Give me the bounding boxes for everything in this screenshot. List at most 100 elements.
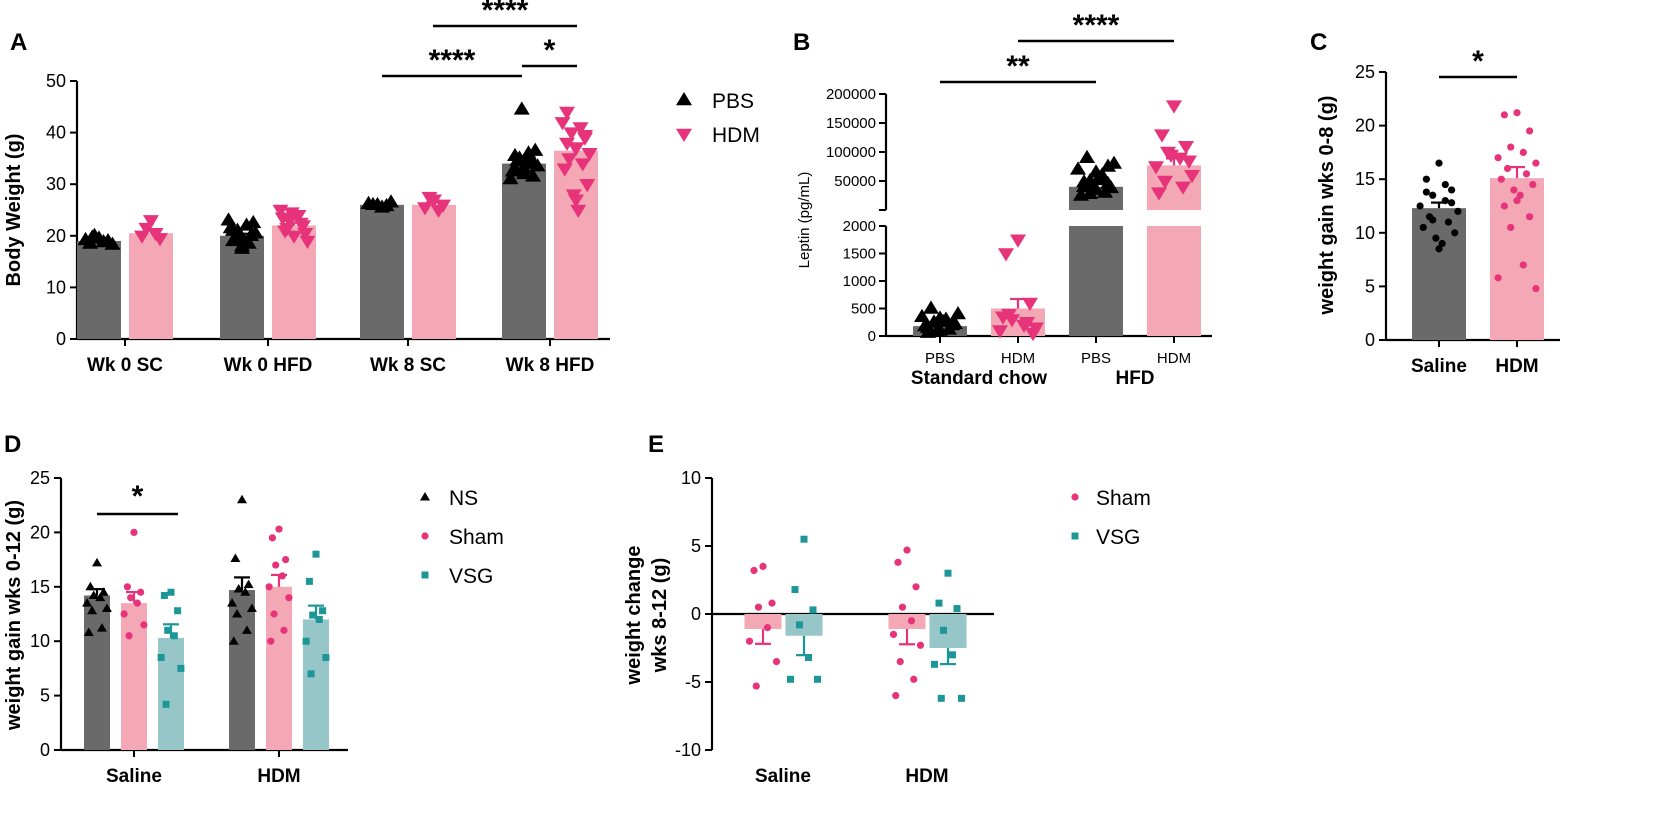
panel-b-y-label: Leptin (pg/mL) — [796, 172, 813, 269]
panel-e-legend-marker — [1071, 493, 1079, 501]
panel-c-point — [1448, 199, 1456, 207]
panel-c-y-tick-label: 5 — [1365, 276, 1375, 296]
panel-b-point — [1079, 149, 1095, 163]
panel-d-point — [282, 556, 290, 564]
panel-e-point — [768, 599, 776, 607]
panel-a-point — [527, 142, 544, 156]
panel-d-point — [125, 632, 133, 640]
panel-c-point — [1507, 223, 1515, 232]
panel-c-point — [1500, 111, 1508, 119]
panel-a-point — [421, 191, 438, 206]
panel-b-y-tick-label: 150000 — [826, 115, 876, 132]
panel-d-point — [140, 621, 148, 629]
panel-b-point — [1025, 328, 1041, 342]
panel-a-bar — [360, 204, 404, 339]
panel-b-bar — [1147, 226, 1201, 336]
panel-b-point — [914, 308, 930, 322]
panel-a-legend-marker — [676, 92, 692, 106]
panel-e-y-tick-label: 10 — [681, 468, 701, 488]
panel-d-legend-label: Sham — [449, 526, 504, 549]
panel-b-point — [1181, 155, 1197, 169]
panel-e-point — [805, 654, 812, 662]
panel-e-point — [935, 599, 943, 607]
panel-c-point — [1451, 229, 1459, 237]
panel-e-label: E — [648, 431, 664, 458]
panel-a-point — [299, 235, 316, 249]
panel-b-y-tick-label: 100000 — [826, 144, 876, 161]
panel-a-y-label: Body Weight (g) — [3, 134, 25, 287]
panel-d-point — [233, 583, 244, 593]
panel-e-legend-marker — [1071, 532, 1079, 540]
panel-a-point — [104, 236, 121, 250]
panel-c-label: C — [1310, 29, 1327, 56]
panel-d-point — [133, 599, 141, 607]
panel-b-point — [1157, 175, 1173, 189]
panel-a-bar — [554, 150, 598, 339]
panel-a-point — [360, 195, 377, 210]
panel-d-legend-marker — [420, 492, 430, 501]
panel-b-group-label: HFD — [1115, 368, 1154, 389]
panel-d-point — [230, 553, 241, 563]
panel-d-significance-label: * — [132, 480, 144, 513]
panel-a-point — [430, 204, 447, 218]
panel-d-point — [268, 534, 276, 542]
panel-d-legend-marker — [421, 571, 429, 579]
panel-b-point — [923, 300, 939, 314]
panel-a-point — [568, 194, 584, 208]
panel-d-point — [243, 579, 254, 589]
panel-b-y-tick-label: 1000 — [843, 273, 876, 290]
panel-a-legend-marker — [676, 128, 692, 142]
panel-a-point — [220, 212, 237, 226]
panel-d-point — [270, 610, 278, 618]
panel-e-point — [759, 562, 767, 571]
panel-a-point — [561, 153, 578, 167]
panel-d-x-tick-label: Saline — [106, 766, 162, 787]
panel-b-x-tick-label: HDM — [1001, 350, 1035, 367]
panel-e-point — [894, 558, 902, 566]
panel-a-point — [572, 122, 589, 136]
panel-d-point — [280, 626, 288, 634]
panel-c-point — [1513, 109, 1521, 117]
panel-b-point — [1175, 181, 1191, 195]
panel-c-y-label: weight gain wks 0-8 (g) — [1316, 96, 1338, 316]
panel-b-significance-label: ** — [1006, 50, 1030, 83]
panel-a-point — [143, 215, 159, 229]
panel-b-y-tick-label: 50000 — [834, 173, 876, 190]
panel-b-point — [1070, 161, 1086, 175]
panel-b-point — [998, 248, 1014, 262]
panel-c-point — [1519, 148, 1527, 156]
panel-e-bar — [888, 614, 926, 629]
panel-b-point — [1103, 179, 1119, 194]
panel-d-point — [88, 590, 99, 600]
panel-b-point — [1166, 100, 1182, 114]
panel-b-point — [1100, 158, 1116, 172]
panel-e-point — [937, 694, 945, 702]
panel-e-legend-label: VSG — [1096, 526, 1140, 549]
panel-d-point — [120, 610, 128, 618]
panel-d-bar — [266, 586, 292, 750]
panel-d-point — [267, 637, 275, 645]
panel-b-y-tick-label: 500 — [851, 301, 876, 318]
panel-a-point — [243, 227, 259, 241]
panel-a-point — [577, 129, 593, 144]
panel-d-legend-label: VSG — [449, 565, 493, 588]
panel-e-point — [814, 675, 821, 683]
panel-e-point — [892, 692, 900, 700]
panel-c-y-tick-label: 15 — [1355, 169, 1375, 189]
panel-e-x-tick-label: Saline — [755, 766, 811, 787]
panel-c-point — [1435, 159, 1443, 167]
panel-a-y-tick-label: 0 — [56, 329, 66, 349]
panel-e-point — [896, 658, 904, 666]
panel-e-point — [809, 606, 817, 614]
panel-e-x-tick-label: HDM — [905, 766, 948, 787]
panel-d-point — [305, 577, 313, 585]
panel-d-legend-marker — [421, 532, 429, 540]
panel-a-point — [286, 230, 302, 244]
panel-d-x-tick-label: HDM — [257, 766, 300, 787]
panel-a-bar — [502, 163, 546, 339]
panel-a-significance-label: **** — [429, 44, 476, 77]
panel-d-point — [157, 654, 165, 662]
panel-c-y-tick-label: 25 — [1355, 62, 1375, 82]
panel-c-significance-label: * — [1472, 45, 1484, 78]
